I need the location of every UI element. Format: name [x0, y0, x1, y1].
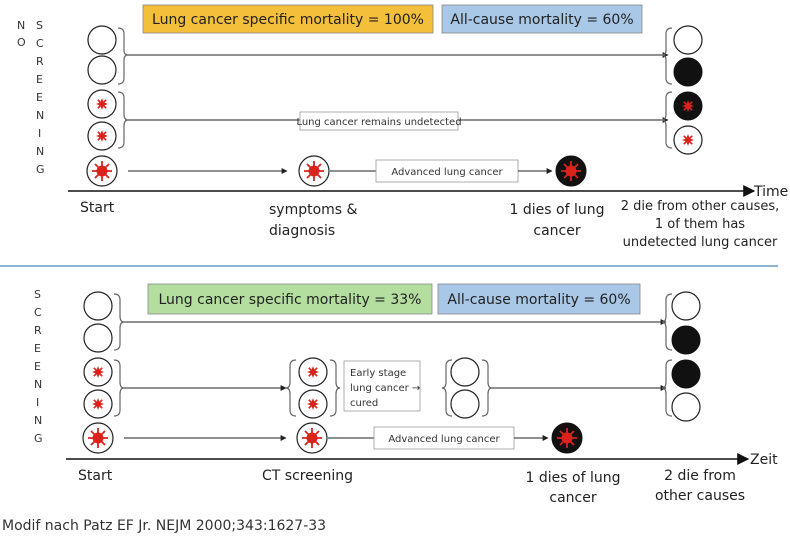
person-healthy [673, 25, 703, 55]
vertical-letter: R [36, 55, 44, 68]
person-dead [671, 325, 701, 355]
vertical-letter: O [17, 36, 26, 49]
brace [117, 91, 129, 149]
label-other-causes: undetected lung cancer [623, 235, 778, 250]
label-diagnosis: diagnosis [269, 223, 335, 239]
person-cured [450, 389, 480, 419]
tumor-icon [303, 160, 325, 182]
brace [661, 91, 673, 149]
allcause-mortality-text: All-cause mortality = 60% [447, 292, 630, 308]
label-start: Start [78, 468, 113, 484]
label-other-causes: 2 die from other causes, [621, 199, 780, 214]
tumor-icon [301, 427, 323, 449]
vertical-letter: S [34, 288, 41, 301]
vertical-letter: N [36, 145, 44, 158]
tumor-icon [87, 427, 109, 449]
bottom-panel: S C R E E N I N G Lung cancer specific m… [34, 283, 778, 506]
person-healthy [87, 25, 117, 55]
early-stage-box [343, 360, 421, 412]
label-dies: cancer [533, 223, 580, 239]
label-other-causes: other causes [655, 488, 745, 504]
person-healthy [83, 323, 113, 353]
label-dies: cancer [549, 490, 596, 506]
tumor-icon [95, 129, 109, 143]
top-vertical-screening: S C R E E N I N G [36, 19, 45, 176]
vertical-letter: R [34, 324, 42, 337]
person-healthy [671, 291, 701, 321]
label-start: Start [80, 200, 115, 216]
label-other-causes: 2 die from [664, 468, 736, 484]
tumor-icon [556, 427, 578, 449]
person-healthy [83, 291, 113, 321]
lung-mortality-box [147, 283, 433, 315]
vertical-letter: S [36, 19, 43, 32]
early-stage-text: Early stage [350, 368, 406, 379]
undetected-box [299, 111, 459, 131]
brace [329, 359, 341, 417]
citation: Modif nach Patz EF Jr. NEJM 2000;343:162… [2, 518, 326, 534]
vertical-letter: E [36, 73, 43, 86]
vertical-letter: I [36, 396, 39, 409]
brace [113, 359, 125, 417]
person-dead [671, 359, 701, 389]
vertical-letter: E [34, 342, 41, 355]
person-dead [673, 57, 703, 87]
brace [661, 359, 673, 417]
person-cured [450, 357, 480, 387]
vertical-letter: C [34, 306, 42, 319]
brace [117, 27, 129, 85]
vertical-letter: N [36, 109, 44, 122]
early-stage-text: lung cancer → [350, 383, 420, 394]
time-axis-label: Time [753, 184, 788, 200]
bottom-vertical-screening: S C R E E N I N G [34, 288, 43, 445]
label-ct-screening: CT screening [262, 468, 353, 484]
person-healthy [87, 55, 117, 85]
top-panel: N O S C R E E N I N G Lung cancer specif… [17, 4, 788, 250]
vertical-letter: G [34, 432, 43, 445]
label-symptoms: symptoms & [269, 202, 358, 218]
brace [285, 359, 297, 417]
label-dies: 1 dies of lung [510, 202, 605, 218]
lung-mortality-text: Lung cancer specific mortality = 33% [159, 292, 422, 308]
lung-mortality-box [142, 4, 434, 34]
allcause-mortality-text: All-cause mortality = 60% [450, 12, 633, 28]
vertical-letter: I [38, 127, 41, 140]
vertical-letter: E [36, 91, 43, 104]
label-other-causes: 1 of them has [655, 217, 745, 232]
person-healthy [671, 392, 701, 422]
brace [661, 27, 673, 85]
allcause-mortality-box [441, 4, 643, 34]
label-dies: 1 dies of lung [526, 470, 621, 486]
vertical-letter: C [36, 37, 44, 50]
brace [113, 293, 125, 351]
lung-mortality-text: Lung cancer specific mortality = 100% [152, 12, 424, 28]
brace [481, 359, 493, 417]
tumor-icon [91, 160, 113, 182]
advanced-text: Advanced lung cancer [388, 434, 500, 445]
advanced-text: Advanced lung cancer [391, 167, 503, 178]
undetected-text: Lung cancer remains undetected [296, 117, 461, 128]
tumor-icon [95, 97, 109, 111]
early-stage-text: cured [350, 398, 378, 409]
tumor-icon [560, 160, 582, 182]
time-axis-label: Zeit [750, 452, 778, 468]
vertical-letter: E [34, 360, 41, 373]
vertical-letter: N [34, 378, 42, 391]
brace [661, 293, 673, 351]
brace [441, 359, 453, 417]
allcause-mortality-box [437, 283, 641, 315]
vertical-letter: N [17, 19, 25, 32]
vertical-letter: G [36, 163, 45, 176]
vertical-letter: N [34, 414, 42, 427]
